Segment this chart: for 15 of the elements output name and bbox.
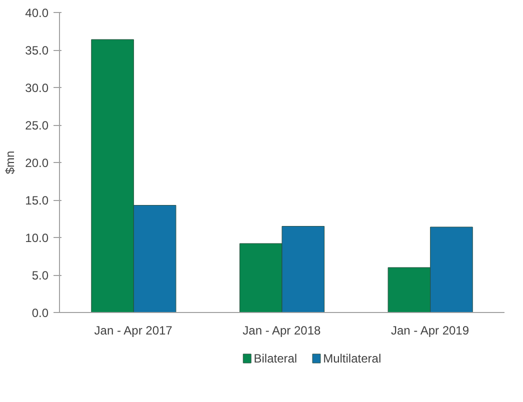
- legend-label: Bilateral: [254, 352, 298, 366]
- y-tick-label: 40.0: [25, 6, 49, 20]
- x-tick-label: Jan - Apr 2019: [390, 324, 470, 338]
- y-axis-title: $mn: [3, 150, 18, 174]
- y-tick-label: 15.0: [25, 194, 49, 208]
- y-tick-label: 20.0: [25, 156, 49, 170]
- y-tick-label: 10.0: [25, 231, 49, 245]
- y-tick-label: 25.0: [25, 118, 49, 132]
- y-tick-label: 0.0: [32, 306, 49, 320]
- y-tick-label: 30.0: [25, 81, 49, 95]
- y-tick-label: 5.0: [32, 268, 49, 282]
- x-tick-label: Jan - Apr 2018: [242, 324, 322, 338]
- legend-label: Multilateral: [323, 352, 382, 366]
- x-tick-label: Jan - Apr 2017: [94, 324, 173, 338]
- y-tick-label: 35.0: [25, 44, 49, 58]
